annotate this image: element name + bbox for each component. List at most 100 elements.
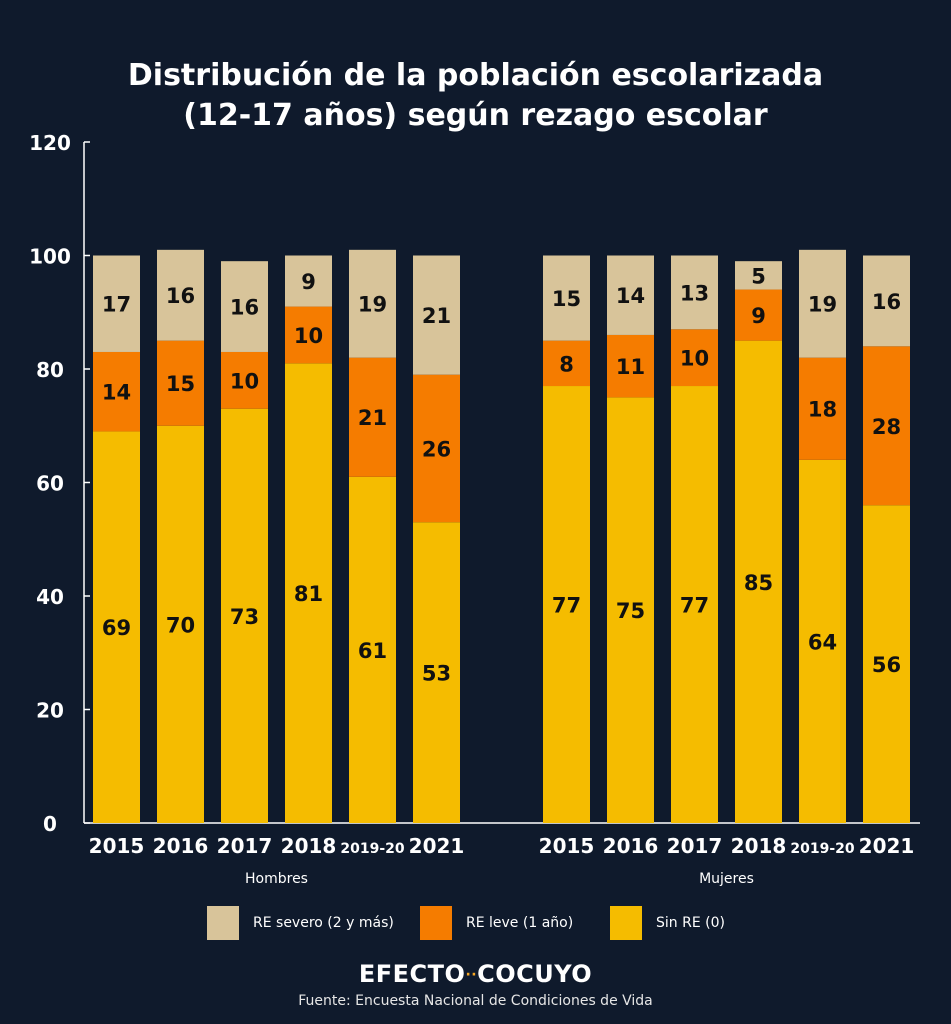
y-tick-label-20: 20 bbox=[36, 699, 64, 723]
bar-hombres-2018-sin-re bbox=[285, 363, 332, 823]
data-label-hombres-2017-re-severo: 16 bbox=[230, 296, 259, 320]
data-label-hombres-2019-20-sin-re: 61 bbox=[358, 639, 387, 663]
bar-hombres-2015-re-leve bbox=[93, 351, 140, 432]
chart-title-line-1: Distribución de la población escolarizad… bbox=[127, 58, 824, 93]
bar-hombres-2015-sin-re bbox=[93, 431, 140, 823]
data-label-hombres-2016-re-leve: 15 bbox=[166, 372, 195, 396]
brand-logo: EFECTO··COCUYO bbox=[0, 960, 951, 988]
x-tick-label-hombres-2017: 2017 bbox=[217, 834, 273, 858]
data-label-hombres-2018-re-leve: 10 bbox=[294, 324, 323, 348]
data-label-hombres-2017-re-leve: 10 bbox=[230, 369, 259, 393]
bar-mujeres-2015-re-leve bbox=[543, 340, 590, 387]
group-label-hombres: Hombres bbox=[245, 871, 308, 887]
y-tick-label-40: 40 bbox=[36, 585, 64, 609]
data-label-mujeres-2017-re-leve: 10 bbox=[680, 347, 709, 371]
data-label-hombres-2015-sin-re: 69 bbox=[102, 616, 131, 640]
bar-mujeres-2021-re-severo bbox=[863, 255, 910, 347]
legend-swatch-re-leve bbox=[420, 906, 452, 940]
data-label-mujeres-2019-20-re-severo: 19 bbox=[808, 293, 837, 317]
bar-hombres-2016-re-severo bbox=[157, 249, 204, 341]
x-tick-label-hombres-2015: 2015 bbox=[89, 834, 145, 858]
data-label-mujeres-2015-sin-re: 77 bbox=[552, 594, 581, 618]
data-label-hombres-2021-re-leve: 26 bbox=[422, 437, 451, 461]
y-tick-label-80: 80 bbox=[36, 358, 64, 382]
bar-mujeres-2018-sin-re bbox=[735, 340, 782, 823]
data-label-mujeres-2019-20-sin-re: 64 bbox=[808, 630, 837, 654]
x-tick-label-mujeres-2017: 2017 bbox=[667, 834, 723, 858]
stacked-bar-chart: 0 20 40 60 80 100 120 69 14 17 2015 70 15 16 2016 73 10 1… bbox=[29, 131, 920, 887]
bar-mujeres-2015-re-severo bbox=[543, 255, 590, 341]
data-label-hombres-2019-20-re-leve: 21 bbox=[358, 406, 387, 430]
data-label-hombres-2017-sin-re: 73 bbox=[230, 605, 259, 629]
bar-mujeres-2021-re-leve bbox=[863, 346, 910, 506]
data-label-mujeres-2015-re-leve: 8 bbox=[559, 352, 574, 376]
bar-mujeres-2019-20-re-leve bbox=[799, 357, 846, 460]
bar-mujeres-2018-re-leve bbox=[735, 289, 782, 341]
data-label-mujeres-2017-re-severo: 13 bbox=[680, 281, 709, 305]
data-label-hombres-2015-re-leve: 14 bbox=[102, 381, 131, 405]
bar-hombres-2018-re-leve bbox=[285, 306, 332, 364]
bar-hombres-2019-20-re-severo bbox=[349, 249, 396, 358]
data-label-hombres-2021-re-severo: 21 bbox=[422, 304, 451, 328]
bar-mujeres-2016-re-leve bbox=[607, 334, 654, 398]
brand-logo-left: EFECTO bbox=[358, 960, 466, 988]
bar-mujeres-2019-20-sin-re bbox=[799, 459, 846, 823]
data-label-hombres-2019-20-re-severo: 19 bbox=[358, 293, 387, 317]
data-label-hombres-2016-re-severo: 16 bbox=[166, 284, 195, 308]
legend-label-sin-re: Sin RE (0) bbox=[656, 915, 725, 931]
bar-hombres-2016-sin-re bbox=[157, 425, 204, 823]
legend-swatch-sin-re bbox=[610, 906, 642, 940]
y-tick-label-120: 120 bbox=[29, 131, 71, 155]
bar-hombres-2019-20-sin-re bbox=[349, 476, 396, 823]
data-label-hombres-2015-re-severo: 17 bbox=[102, 293, 131, 317]
x-tick-label-hombres-2018: 2018 bbox=[281, 834, 337, 858]
bar-mujeres-2021-sin-re bbox=[863, 505, 910, 823]
legend-item-re-severo: RE severo (2 y más) bbox=[207, 906, 394, 940]
legend-item-re-leve: RE leve (1 año) bbox=[420, 906, 573, 940]
chart-title: Distribución de la población escolarizad… bbox=[0, 56, 951, 136]
bar-hombres-2017-re-severo bbox=[221, 261, 268, 352]
group-label-mujeres: Mujeres bbox=[699, 871, 754, 887]
chart-legend: RE severo (2 y más) RE leve (1 año) Sin … bbox=[0, 906, 951, 942]
x-tick-label-hombres-2019-20: 2019-20 bbox=[340, 841, 405, 857]
data-label-mujeres-2015-re-severo: 15 bbox=[552, 287, 581, 311]
y-tick-label-60: 60 bbox=[36, 472, 64, 496]
x-tick-label-hombres-2016: 2016 bbox=[153, 834, 209, 858]
brand-logo-dots: ·· bbox=[465, 967, 478, 983]
bar-hombres-2016-re-leve bbox=[157, 340, 204, 426]
bar-mujeres-2019-20-re-severo bbox=[799, 249, 846, 358]
bar-mujeres-2017-re-leve bbox=[671, 329, 718, 387]
bar-mujeres-2016-re-severo bbox=[607, 255, 654, 335]
bar-mujeres-2017-sin-re bbox=[671, 386, 718, 823]
bar-hombres-2018-re-severo bbox=[285, 255, 332, 307]
data-label-hombres-2018-re-severo: 9 bbox=[301, 270, 316, 294]
data-label-mujeres-2021-sin-re: 56 bbox=[872, 653, 901, 677]
data-label-hombres-2016-sin-re: 70 bbox=[166, 613, 195, 637]
bar-mujeres-2017-re-severo bbox=[671, 255, 718, 330]
bar-hombres-2021-sin-re bbox=[413, 522, 460, 823]
brand-logo-right: COCUYO bbox=[477, 960, 593, 988]
y-tick-label-0: 0 bbox=[43, 812, 57, 836]
bar-hombres-2017-sin-re bbox=[221, 408, 268, 823]
bar-hombres-2015-re-severo bbox=[93, 255, 140, 352]
x-tick-label-mujeres-2015: 2015 bbox=[539, 834, 595, 858]
data-label-mujeres-2018-re-leve: 9 bbox=[751, 304, 766, 328]
data-label-mujeres-2021-re-leve: 28 bbox=[872, 415, 901, 439]
data-label-mujeres-2016-re-severo: 14 bbox=[616, 284, 645, 308]
data-label-mujeres-2016-re-leve: 11 bbox=[616, 355, 645, 379]
bar-hombres-2021-re-severo bbox=[413, 255, 460, 375]
data-label-mujeres-2018-sin-re: 85 bbox=[744, 571, 773, 595]
data-label-mujeres-2019-20-re-leve: 18 bbox=[808, 398, 837, 422]
data-label-mujeres-2016-sin-re: 75 bbox=[616, 599, 645, 623]
data-label-mujeres-2021-re-severo: 16 bbox=[872, 290, 901, 314]
bar-hombres-2017-re-leve bbox=[221, 351, 268, 409]
data-label-hombres-2021-sin-re: 53 bbox=[422, 662, 451, 686]
data-label-mujeres-2018-re-severo: 5 bbox=[751, 264, 766, 288]
data-label-mujeres-2017-sin-re: 77 bbox=[680, 594, 709, 618]
legend-item-sin-re: Sin RE (0) bbox=[610, 906, 725, 940]
bar-hombres-2021-re-leve bbox=[413, 374, 460, 523]
data-label-hombres-2018-sin-re: 81 bbox=[294, 582, 323, 606]
bar-mujeres-2016-sin-re bbox=[607, 397, 654, 823]
y-tick-label-100: 100 bbox=[29, 245, 71, 269]
legend-swatch-re-severo bbox=[207, 906, 239, 940]
